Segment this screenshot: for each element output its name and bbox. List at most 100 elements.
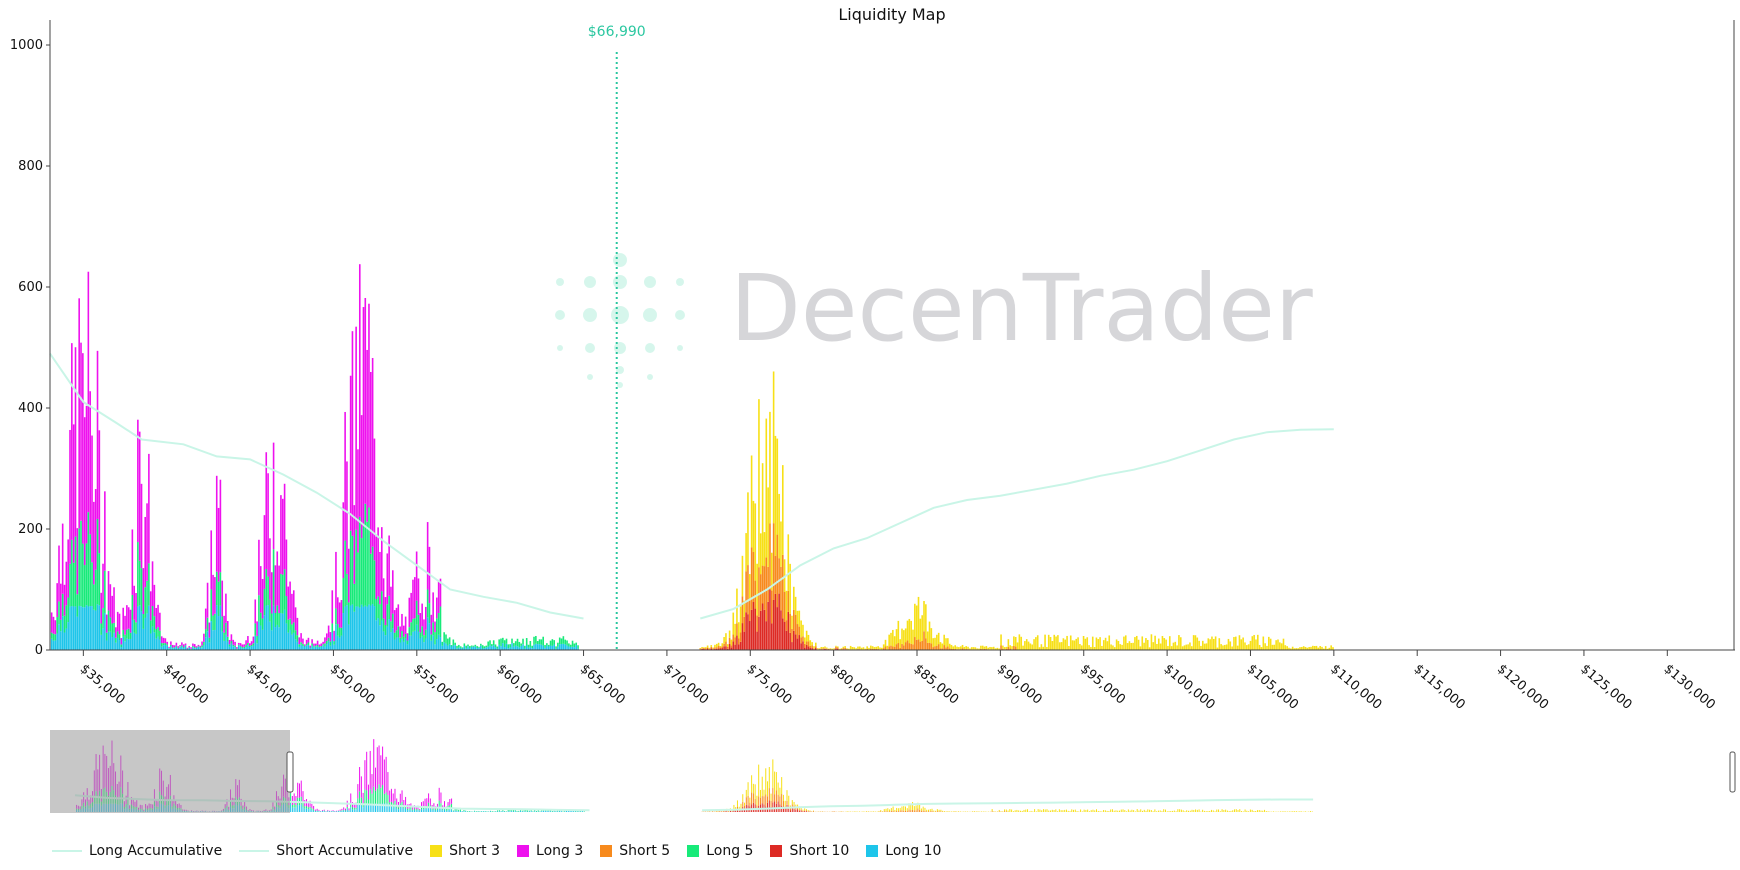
- long3-nav-bar: [357, 784, 359, 799]
- legend-swatch-icon: [517, 845, 530, 857]
- x-tick-label: $105,000: [1244, 662, 1301, 713]
- long10-bar: [243, 647, 246, 650]
- long3-nav-bar: [433, 803, 435, 808]
- long3-bar: [237, 642, 240, 645]
- legend-swatch-icon: [687, 845, 700, 857]
- legend-item-short5[interactable]: Short 5: [600, 843, 670, 859]
- short3-bar: [1192, 635, 1195, 650]
- legend-item-short10[interactable]: Short 10: [770, 843, 849, 859]
- long3-bar: [122, 607, 124, 630]
- long5-bar: [58, 601, 60, 625]
- short3-bar: [747, 492, 749, 566]
- long5-bar: [401, 630, 403, 639]
- long10-bar: [575, 645, 578, 650]
- legend-item-long10[interactable]: Long 10: [866, 843, 941, 859]
- long10-bar: [386, 626, 389, 650]
- short3-bar: [699, 647, 702, 649]
- long5-bar: [226, 636, 229, 642]
- short5-bar: [769, 523, 771, 590]
- long5-nav-bar: [350, 804, 352, 808]
- long3-bar: [61, 523, 64, 594]
- short3-nav-bar: [1244, 809, 1246, 812]
- long10-bar: [393, 639, 396, 650]
- long3-bar: [236, 647, 238, 649]
- short3-bar: [976, 648, 979, 650]
- short3-nav-bar: [1136, 809, 1138, 812]
- long10-bar: [474, 646, 477, 650]
- short3-bar: [1161, 636, 1164, 650]
- short3-bar: [930, 628, 933, 644]
- long5-bar: [96, 518, 99, 605]
- short3-nav-bar: [1264, 809, 1266, 812]
- short5-bar: [792, 609, 795, 631]
- navigator-left-handle[interactable]: [286, 751, 294, 793]
- long10-bar: [366, 606, 368, 650]
- long3-bar: [177, 646, 180, 648]
- long3-bar: [322, 641, 324, 645]
- long3-nav-bar: [383, 759, 385, 794]
- short5-nav-bar: [883, 811, 885, 812]
- short10-bar: [809, 648, 812, 650]
- short5-bar: [873, 648, 876, 650]
- short5-bar: [923, 631, 925, 650]
- long3-bar: [366, 349, 368, 522]
- legend-item-short_accum[interactable]: Short Accumulative: [239, 843, 413, 859]
- long10-nav-bar: [523, 811, 525, 812]
- long3-bar: [362, 307, 365, 527]
- short3-bar: [1090, 646, 1092, 650]
- long10-bar: [102, 628, 104, 650]
- long3-bar: [157, 604, 159, 628]
- long5-bar: [538, 639, 541, 645]
- short3-nav-bar: [793, 801, 795, 806]
- short3-nav-bar: [1187, 810, 1189, 812]
- legend-item-long5[interactable]: Long 5: [687, 843, 753, 859]
- long10-bar: [544, 647, 546, 650]
- watermark-dot: [675, 310, 685, 320]
- short3-bar: [1257, 634, 1259, 650]
- short3-bar: [1183, 645, 1186, 650]
- long3-bar: [336, 597, 339, 625]
- long3-nav-bar: [323, 809, 325, 811]
- short3-nav-bar: [777, 782, 779, 795]
- navigator-selection[interactable]: [50, 730, 290, 813]
- x-tick-label: $95,000: [1077, 662, 1128, 708]
- short3-nav-bar: [1050, 810, 1052, 812]
- long3-nav-bar: [318, 809, 320, 811]
- long5-nav-bar: [415, 809, 417, 811]
- legend-item-long_accum[interactable]: Long Accumulative: [52, 843, 222, 859]
- long10-nav-bar: [300, 804, 302, 812]
- short10-bar: [811, 648, 813, 650]
- short3-nav-bar: [738, 806, 740, 810]
- long3-bar: [379, 551, 381, 605]
- short5-bar: [846, 649, 848, 650]
- long10-bar: [395, 637, 398, 650]
- legend-item-long3[interactable]: Long 3: [517, 843, 583, 859]
- long10-bar: [397, 637, 400, 650]
- long10-bar: [426, 617, 429, 650]
- short3-bar: [950, 644, 953, 649]
- long10-bar: [206, 631, 209, 650]
- long10-bar: [421, 636, 423, 650]
- long10-bar: [547, 646, 550, 650]
- short3-bar: [1326, 648, 1329, 650]
- short3-bar: [765, 418, 768, 558]
- short3-bar: [1205, 643, 1208, 650]
- long10-nav-bar: [438, 805, 440, 812]
- long3-bar: [230, 634, 233, 641]
- short5-bar: [813, 648, 815, 650]
- long5-bar: [181, 645, 183, 647]
- legend-item-short3[interactable]: Short 3: [430, 843, 500, 859]
- long3-bar: [87, 271, 90, 513]
- long5-bar: [225, 622, 227, 635]
- long10-nav-bar: [452, 811, 454, 812]
- watermark-dot: [556, 278, 564, 286]
- short5-bar: [774, 555, 777, 594]
- short3-bar: [1227, 638, 1230, 650]
- short3-bar: [809, 640, 812, 646]
- long3-nav-bar: [343, 807, 345, 810]
- short3-nav-bar: [1138, 810, 1140, 812]
- long10-nav-bar: [314, 811, 316, 812]
- long10-nav-bar: [343, 810, 345, 812]
- long3-bar: [89, 391, 91, 535]
- navigator-right-handle[interactable]: [1729, 751, 1736, 793]
